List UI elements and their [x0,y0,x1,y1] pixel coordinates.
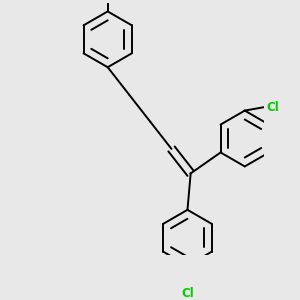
Text: Cl: Cl [181,287,194,300]
Text: Cl: Cl [266,101,279,114]
